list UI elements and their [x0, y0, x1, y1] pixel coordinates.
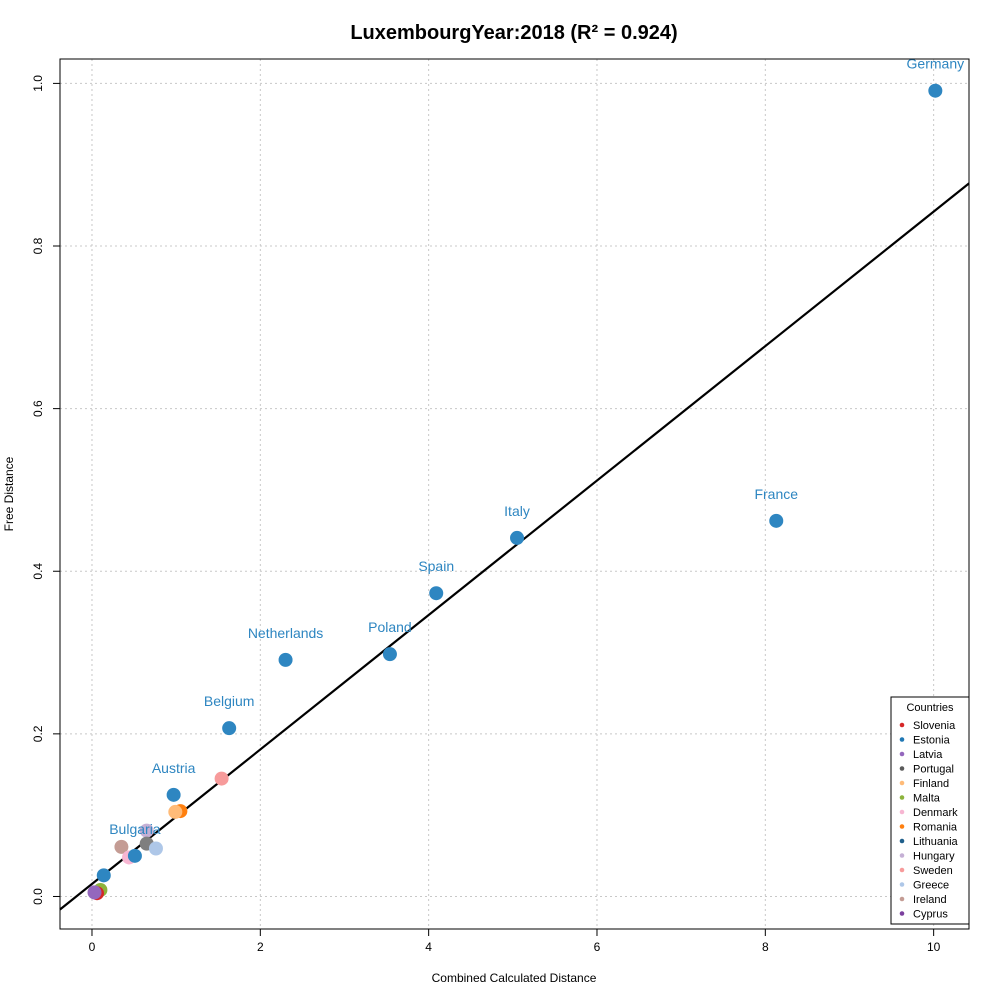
legend-marker [899, 780, 905, 786]
y-tick-label: 0.6 [31, 400, 45, 417]
data-point [148, 841, 163, 856]
legend: Countries Slovenia Estonia Latvia Portugal F… [890, 696, 970, 925]
gridlines [60, 59, 969, 929]
legend-marker [899, 766, 905, 771]
legend-box [890, 696, 970, 925]
legend-marker [899, 824, 905, 829]
data-point [769, 513, 784, 528]
legend-entry-label: Estonia [913, 735, 951, 747]
legend-entry-label: Sweden [913, 865, 953, 877]
legend-entry-label: Latvia [913, 749, 943, 761]
legend-entry-label: Lithuania [913, 836, 959, 848]
data-point [127, 848, 142, 863]
x-axis: 0 2 4 6 8 10 [89, 929, 941, 954]
legend-entry-label: Ireland [913, 894, 947, 906]
legend-title: Countries [906, 702, 954, 714]
data-point [87, 885, 102, 900]
legend-marker [899, 838, 905, 844]
point-label: Bulgaria [109, 821, 161, 837]
legend-marker [899, 809, 905, 815]
point-label: France [754, 486, 798, 502]
y-axis: 0.0 0.2 0.4 0.6 0.8 1.0 [31, 75, 60, 905]
point-label: Italy [504, 503, 530, 519]
y-axis-title: Free Distance [2, 456, 16, 531]
legend-marker [899, 853, 905, 858]
x-tick-label: 10 [927, 940, 941, 954]
legend-entry-label: Hungary [913, 851, 955, 863]
point-labels: Germany France Italy Spain Poland Netherlands… [109, 56, 964, 837]
legend-marker [899, 722, 905, 728]
plot-frame [59, 58, 970, 930]
legend-entry-label: Portugal [913, 764, 954, 776]
data-point [139, 823, 154, 838]
point-label: Germany [907, 56, 965, 72]
y-tick-label: 0.4 [31, 563, 45, 580]
x-tick-label: 0 [89, 940, 96, 954]
legend-entry-label: Finland [913, 778, 949, 790]
data-point [214, 771, 229, 786]
chart-title: LuxembourgYear:2018 (R² = 0.924) [350, 22, 677, 44]
legend-entry-label: Cyprus [913, 909, 948, 921]
legend-entry-label: Romania [913, 822, 958, 834]
x-axis-title: Combined Calculated Distance [432, 971, 597, 985]
data-point [510, 530, 525, 545]
point-label: Belgium [204, 693, 255, 709]
regression-line [59, 182, 970, 911]
data-points [87, 83, 943, 901]
data-point [928, 83, 943, 98]
data-point [429, 586, 444, 601]
x-tick-label: 4 [425, 940, 432, 954]
x-tick-label: 2 [257, 940, 264, 954]
legend-marker [899, 911, 905, 916]
x-tick-label: 8 [762, 940, 769, 954]
regression-line-path [59, 182, 970, 911]
legend-marker [899, 882, 905, 887]
data-point [278, 652, 293, 667]
legend-entry-label: Denmark [913, 807, 958, 819]
data-point [96, 868, 111, 883]
data-point [166, 787, 181, 802]
legend-marker [899, 896, 905, 902]
y-tick-label: 1.0 [31, 75, 45, 92]
data-point [222, 721, 237, 736]
point-label: Spain [418, 558, 454, 574]
point-label: Poland [368, 619, 412, 635]
data-point [168, 804, 183, 819]
y-tick-label: 0.2 [31, 725, 45, 742]
legend-marker [899, 737, 905, 742]
data-point [382, 647, 397, 662]
legend-entry-label: Greece [913, 880, 949, 892]
legend-marker [899, 867, 905, 873]
point-label: Austria [152, 760, 196, 776]
legend-marker [899, 751, 905, 757]
legend-entry-label: Slovenia [913, 720, 956, 732]
legend-entry-label: Malta [913, 793, 941, 805]
point-label: Netherlands [248, 625, 324, 641]
y-tick-label: 0.8 [31, 237, 45, 254]
x-tick-label: 6 [594, 940, 601, 954]
y-tick-label: 0.0 [31, 888, 45, 905]
legend-marker [899, 795, 905, 800]
data-point [114, 839, 129, 854]
